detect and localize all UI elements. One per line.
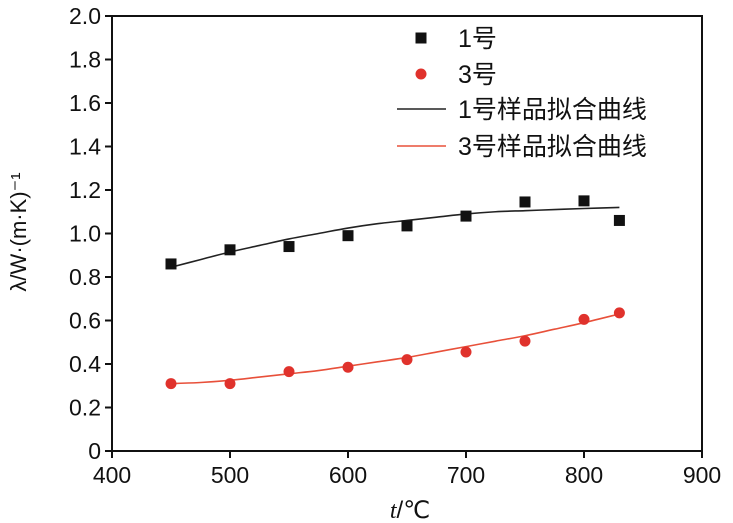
y-tick-label: 0	[88, 438, 101, 464]
plot-frame	[111, 15, 703, 452]
x-axis-label: t/℃	[390, 497, 430, 523]
x-tick-label: 700	[447, 462, 485, 488]
point-series-2	[224, 378, 236, 390]
legend-symbol-square	[415, 32, 427, 44]
point-series-2	[165, 378, 177, 390]
x-tick-label: 600	[329, 462, 367, 488]
y-tick-label: 2.0	[69, 3, 101, 29]
legend-label: 3号	[458, 61, 497, 89]
data-markers	[165, 195, 625, 390]
point-series-1	[401, 220, 413, 232]
legend-label: 1号样品拟合曲线	[458, 96, 647, 124]
y-tick-label: 0.2	[69, 395, 101, 421]
x-tick-label: 900	[683, 462, 721, 488]
fit-line-2	[170, 313, 620, 385]
x-tick-label: 800	[565, 462, 603, 488]
legend-label: 3号样品拟合曲线	[458, 133, 647, 161]
x-tick-label: 500	[211, 462, 249, 488]
fit-line-1	[170, 206, 620, 268]
axes-layer: 400 500 600 700 800 900 0 0.2 0.4 0.6 0.8 1.0 1.2 1.4…	[69, 3, 721, 488]
y-tick-label: 1.4	[69, 134, 101, 160]
x-axis-label-unit: /℃	[397, 497, 431, 523]
fit-curves	[170, 206, 620, 385]
point-series-2	[460, 346, 472, 358]
point-series-1	[613, 214, 625, 226]
x-tick-label: 400	[93, 462, 131, 488]
y-tick-label: 0.6	[69, 308, 101, 334]
y-tick-label: 1.8	[69, 47, 101, 73]
point-series-1	[578, 195, 590, 207]
x-axis-label-italic: t	[390, 498, 398, 523]
y-tick-label: 1.2	[69, 177, 101, 203]
point-series-2	[342, 361, 354, 373]
legend-label: 1号	[458, 25, 497, 53]
y-tick-label: 0.4	[69, 351, 101, 377]
point-series-2	[578, 313, 590, 325]
point-series-1	[519, 196, 531, 208]
point-series-1	[460, 210, 472, 222]
y-tick-label: 0.8	[69, 264, 101, 290]
point-series-1	[342, 230, 354, 242]
y-axis-label: λ/W·(m·K)⁻¹	[6, 172, 31, 291]
point-series-2	[613, 307, 625, 319]
y-tick-label: 1.0	[69, 221, 101, 247]
point-series-2	[519, 335, 531, 347]
y-tick-label: 1.6	[69, 90, 101, 116]
point-series-1	[283, 241, 295, 253]
legend: 1号 3号 1号样品拟合曲线 3号样品拟合曲线	[397, 25, 647, 161]
point-series-1	[224, 244, 236, 256]
point-series-2	[401, 354, 413, 366]
point-series-2	[283, 366, 295, 378]
legend-symbol-circle	[415, 68, 427, 80]
point-series-1	[165, 258, 177, 270]
